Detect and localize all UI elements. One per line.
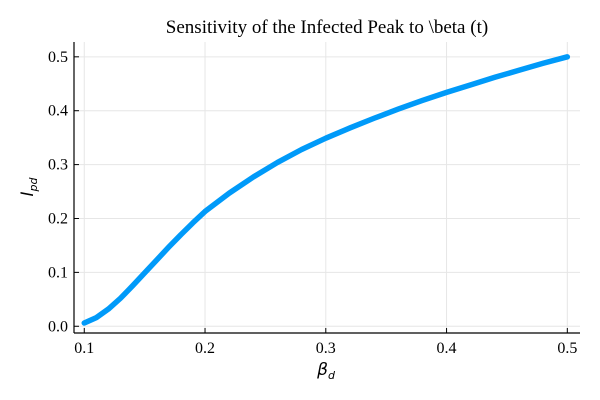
x-axis-label: βd — [316, 360, 336, 382]
x-tick-label: 0.4 — [437, 340, 457, 357]
x-axis-label-sub: d — [328, 369, 336, 382]
x-tick-label: 0.2 — [195, 340, 215, 357]
series-line — [81, 54, 571, 326]
x-tick-label: 0.1 — [74, 340, 94, 357]
y-axis-label: Ipd — [18, 176, 40, 196]
x-tick-label: 0.5 — [557, 340, 577, 357]
y-tick-label: 0.1 — [48, 264, 68, 281]
y-tick-label: 0.3 — [48, 157, 68, 174]
y-axis-label-main: I — [18, 191, 38, 196]
series-layer — [81, 54, 571, 326]
x-tick-label: 0.3 — [316, 340, 336, 357]
y-axis-ticks: 0.0 0.1 0.2 0.3 0.4 0.5 — [48, 49, 79, 335]
x-axis-label-main: β — [316, 360, 328, 380]
x-axis-ticks: 0.1 0.2 0.3 0.4 0.5 — [74, 328, 577, 357]
y-tick-label: 0.5 — [48, 49, 68, 66]
y-axis-label-sub: pd — [27, 176, 40, 192]
y-tick-label: 0.4 — [48, 103, 68, 120]
grid — [74, 42, 580, 333]
y-tick-label: 0.2 — [48, 210, 68, 227]
y-tick-label: 0.0 — [48, 318, 68, 335]
chart-title: Sensitivity of the Infected Peak to \bet… — [166, 17, 488, 38]
